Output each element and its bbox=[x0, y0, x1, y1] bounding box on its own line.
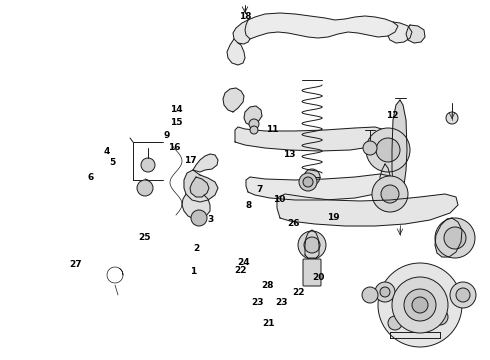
Polygon shape bbox=[235, 127, 388, 151]
Polygon shape bbox=[246, 174, 392, 200]
Circle shape bbox=[418, 316, 432, 330]
Text: 23: 23 bbox=[251, 298, 264, 307]
Text: 22: 22 bbox=[234, 266, 246, 275]
Text: 12: 12 bbox=[386, 111, 398, 120]
Circle shape bbox=[450, 282, 476, 308]
Text: 1: 1 bbox=[191, 267, 196, 276]
Polygon shape bbox=[190, 177, 209, 197]
Circle shape bbox=[141, 158, 155, 172]
Text: 22: 22 bbox=[293, 288, 305, 297]
Circle shape bbox=[380, 287, 390, 297]
Circle shape bbox=[404, 302, 420, 318]
Text: 3: 3 bbox=[208, 215, 214, 224]
Circle shape bbox=[376, 138, 400, 162]
Polygon shape bbox=[233, 20, 250, 44]
Circle shape bbox=[299, 173, 317, 191]
Circle shape bbox=[191, 210, 207, 226]
Text: 26: 26 bbox=[287, 220, 299, 229]
Text: 28: 28 bbox=[261, 281, 274, 289]
Circle shape bbox=[363, 141, 377, 155]
Text: 2: 2 bbox=[193, 244, 199, 253]
Polygon shape bbox=[392, 100, 407, 200]
Circle shape bbox=[388, 316, 402, 330]
Polygon shape bbox=[435, 218, 462, 257]
Polygon shape bbox=[223, 88, 244, 112]
Circle shape bbox=[250, 126, 258, 134]
Polygon shape bbox=[277, 194, 458, 226]
Polygon shape bbox=[305, 230, 319, 258]
Text: 21: 21 bbox=[262, 320, 275, 328]
Text: 25: 25 bbox=[138, 233, 151, 242]
Circle shape bbox=[366, 128, 410, 172]
Circle shape bbox=[372, 176, 408, 212]
Circle shape bbox=[392, 277, 448, 333]
FancyBboxPatch shape bbox=[303, 259, 321, 286]
Text: 13: 13 bbox=[283, 150, 295, 159]
Circle shape bbox=[456, 288, 470, 302]
Text: 6: 6 bbox=[88, 173, 94, 182]
Text: 18: 18 bbox=[239, 12, 251, 21]
Text: 11: 11 bbox=[266, 125, 278, 134]
Text: 4: 4 bbox=[103, 147, 110, 156]
Polygon shape bbox=[245, 13, 398, 39]
Circle shape bbox=[137, 180, 153, 196]
Text: 20: 20 bbox=[312, 273, 325, 282]
Circle shape bbox=[303, 177, 313, 187]
Polygon shape bbox=[193, 154, 218, 172]
Text: 24: 24 bbox=[238, 258, 250, 266]
Text: 9: 9 bbox=[163, 131, 170, 140]
Polygon shape bbox=[184, 170, 218, 202]
Text: 23: 23 bbox=[275, 298, 288, 307]
Circle shape bbox=[404, 289, 436, 321]
Text: 10: 10 bbox=[273, 195, 286, 204]
Circle shape bbox=[362, 287, 378, 303]
Text: 14: 14 bbox=[170, 105, 183, 114]
Polygon shape bbox=[406, 25, 425, 43]
Text: 16: 16 bbox=[168, 143, 180, 152]
Polygon shape bbox=[182, 194, 210, 219]
Polygon shape bbox=[388, 22, 412, 43]
Text: 8: 8 bbox=[246, 201, 252, 210]
Text: 27: 27 bbox=[70, 260, 82, 269]
Circle shape bbox=[444, 227, 466, 249]
Circle shape bbox=[249, 119, 259, 129]
Text: 5: 5 bbox=[110, 158, 116, 167]
Circle shape bbox=[446, 112, 458, 124]
Text: 7: 7 bbox=[256, 185, 263, 194]
Circle shape bbox=[378, 263, 462, 347]
Circle shape bbox=[298, 231, 326, 259]
Polygon shape bbox=[227, 39, 245, 65]
Text: 19: 19 bbox=[327, 213, 340, 222]
Circle shape bbox=[304, 237, 320, 253]
Polygon shape bbox=[244, 106, 262, 126]
Circle shape bbox=[304, 169, 320, 185]
Text: 17: 17 bbox=[184, 156, 196, 165]
Circle shape bbox=[412, 297, 428, 313]
Circle shape bbox=[432, 309, 448, 325]
Text: 15: 15 bbox=[170, 118, 183, 127]
Circle shape bbox=[435, 218, 475, 258]
Circle shape bbox=[381, 185, 399, 203]
Circle shape bbox=[375, 282, 395, 302]
Polygon shape bbox=[380, 164, 390, 198]
Circle shape bbox=[408, 306, 416, 314]
